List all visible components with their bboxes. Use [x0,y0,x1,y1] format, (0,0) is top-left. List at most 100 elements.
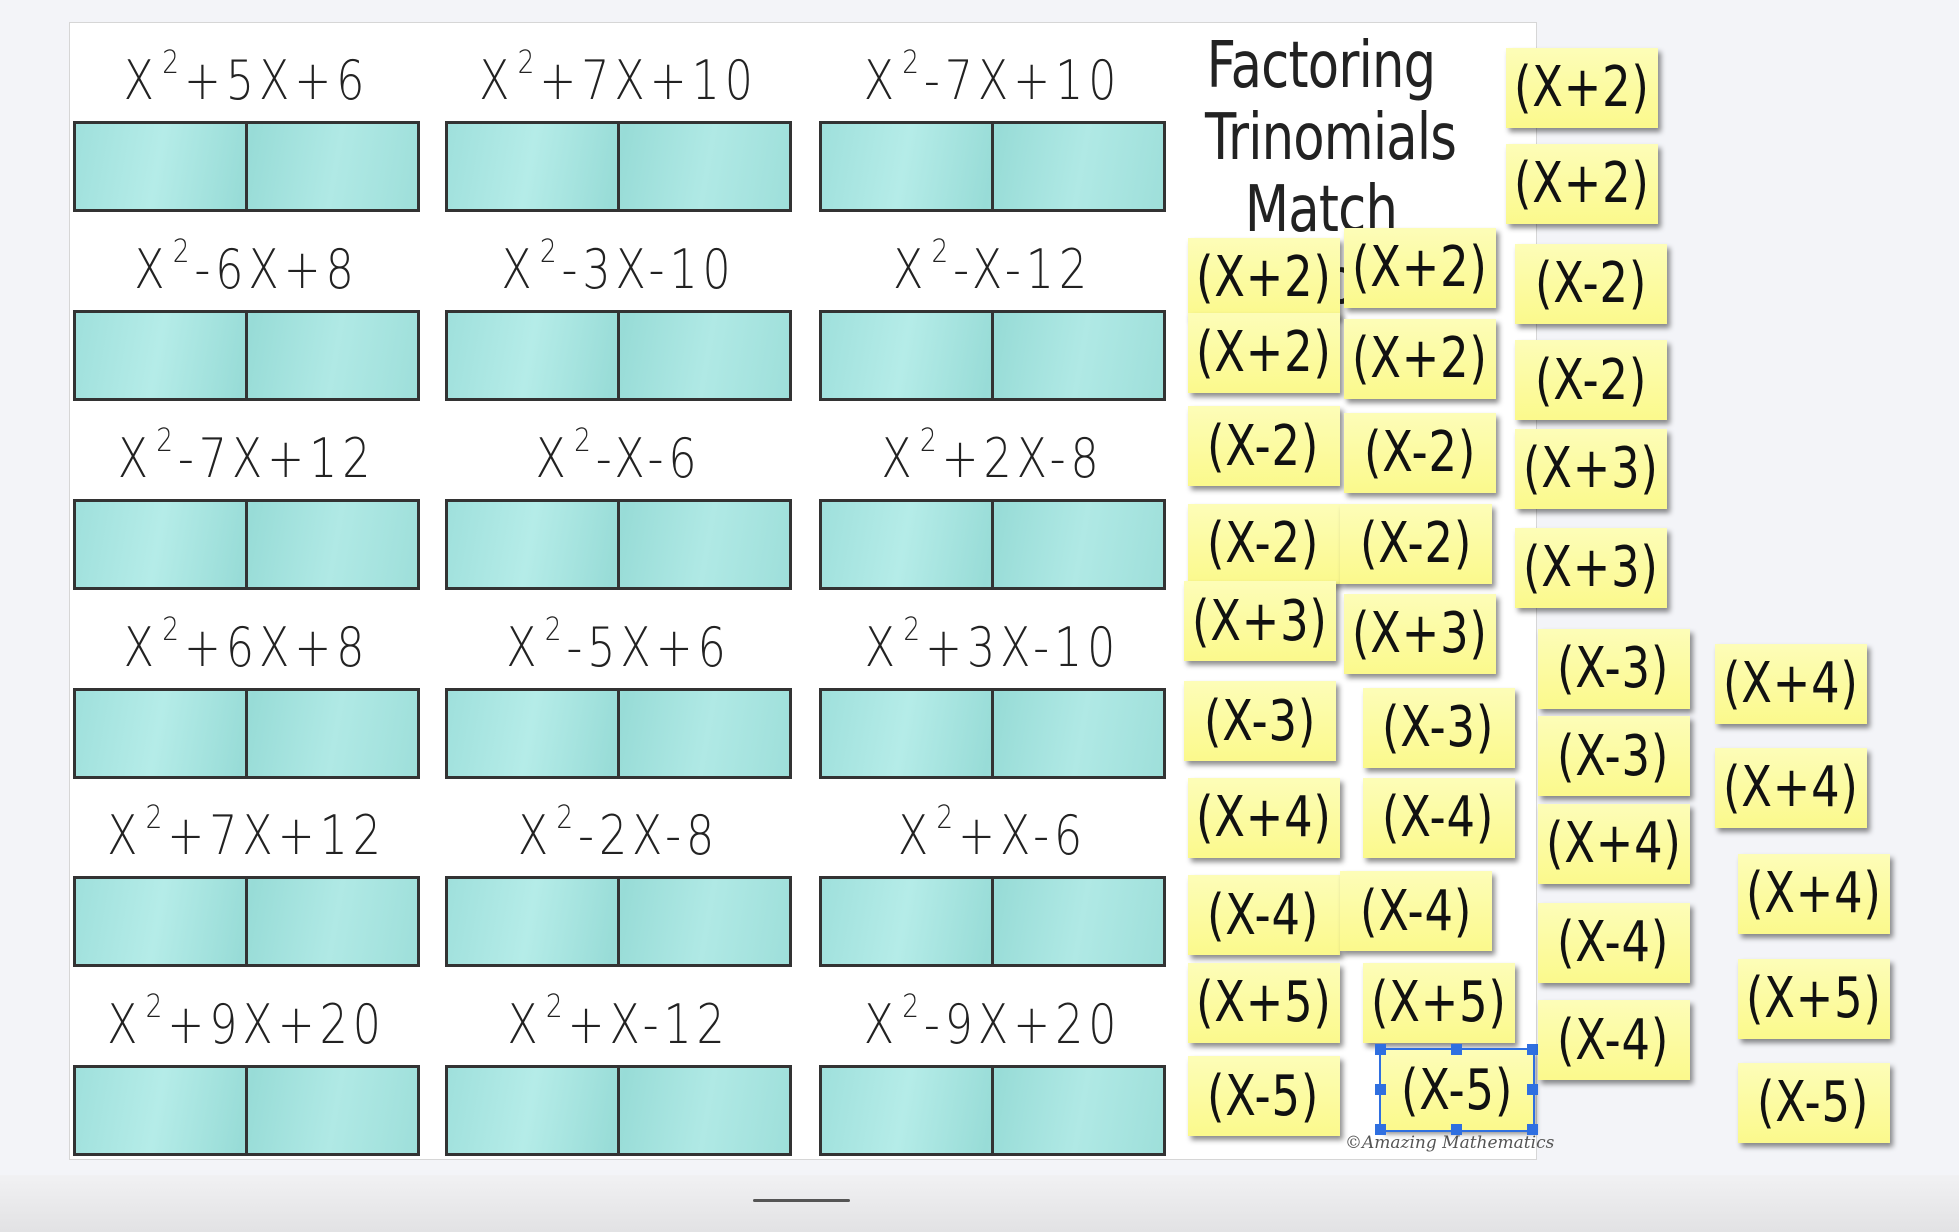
answer-box[interactable] [72,121,420,213]
sticky-note[interactable]: (X-3) [1362,687,1515,768]
answer-box[interactable] [445,121,792,213]
sticky-note[interactable]: (X+4) [1715,643,1867,724]
sticky-note[interactable]: (X+3) [1515,428,1667,509]
drop-cell[interactable] [244,124,417,210]
sticky-note[interactable]: (X+2) [1343,318,1496,399]
sticky-note[interactable]: (X+2) [1506,143,1659,224]
sticky-note[interactable]: (X+3) [1343,593,1496,674]
drop-cell[interactable] [990,124,1163,210]
sticky-note[interactable]: (X-4) [1537,902,1690,983]
resize-handle[interactable] [1527,1124,1539,1135]
sticky-note[interactable]: (X-4) [1340,871,1492,952]
sticky-note[interactable]: (X-2) [1340,503,1492,584]
sticky-note[interactable]: (X+3) [1183,581,1336,662]
drop-cell[interactable] [617,879,789,965]
drop-cell[interactable] [448,124,617,209]
sticky-note[interactable]: (X+2) [1343,227,1496,308]
resize-handle[interactable] [1451,1124,1463,1135]
drop-cell[interactable] [617,501,789,587]
sticky-note[interactable]: (X-2) [1515,340,1667,420]
sticky-note[interactable]: (X+2) [1187,237,1340,318]
drop-cell[interactable] [76,313,245,398]
drop-cell[interactable] [244,501,417,587]
sticky-note[interactable]: (X-4) [1362,777,1515,858]
resize-handle[interactable] [1375,1044,1387,1055]
sticky-note[interactable]: (X+4) [1737,853,1890,934]
drop-cell[interactable] [822,879,991,964]
sticky-note[interactable]: (X-3) [1537,716,1690,797]
answer-box[interactable] [818,121,1166,213]
answer-box[interactable] [72,687,420,779]
drop-cell[interactable] [448,502,617,587]
drop-cell[interactable] [244,879,417,965]
drop-cell[interactable] [990,690,1163,776]
drop-cell[interactable] [990,1068,1163,1153]
trinomial: X 2+X-12 [476,987,761,1056]
sticky-note[interactable]: (X+4) [1187,777,1340,858]
drop-cell[interactable] [617,690,789,776]
drop-cell[interactable] [244,1068,417,1153]
drop-cell[interactable] [617,124,789,210]
answer-box[interactable] [72,498,420,590]
sticky-note[interactable]: (X-2) [1187,503,1340,584]
answer-box[interactable] [445,1065,792,1156]
sticky-note[interactable]: (X+5) [1187,962,1340,1043]
sticky-note[interactable]: (X+3) [1515,527,1667,608]
resize-handle[interactable] [1527,1044,1539,1055]
drop-cell[interactable] [76,124,245,209]
answer-box[interactable] [72,1065,420,1156]
drop-cell[interactable] [244,313,417,398]
drop-cell[interactable] [448,1068,617,1153]
sticky-note[interactable]: (X+4) [1537,803,1690,884]
resize-handle[interactable] [1375,1084,1387,1095]
drop-cell[interactable] [244,690,417,776]
drop-cell[interactable] [990,879,1163,965]
answer-box[interactable] [445,876,792,968]
sticky-note[interactable]: (X-4) [1187,875,1340,955]
drop-cell[interactable] [76,691,245,776]
answer-box[interactable] [445,310,792,401]
sticky-note[interactable]: (X-2) [1515,243,1667,324]
drop-cell[interactable] [990,313,1163,398]
sticky-note[interactable]: (X+4) [1715,747,1867,828]
drop-cell[interactable] [448,313,617,398]
answer-box[interactable] [445,498,792,590]
resize-handle[interactable] [1375,1124,1387,1135]
sticky-note[interactable]: (X-2) [1187,406,1340,487]
sticky-note[interactable]: (X+2) [1506,47,1659,128]
drop-cell[interactable] [617,1068,789,1153]
answer-box[interactable] [818,1065,1166,1156]
sticky-note[interactable]: (X-5) [1379,1048,1536,1132]
drop-cell[interactable] [76,879,245,964]
note-label: (X-4) [1557,910,1670,975]
sticky-note[interactable]: (X-5) [1187,1056,1340,1137]
drop-cell[interactable] [822,313,991,398]
drop-cell[interactable] [822,502,991,587]
sticky-note[interactable]: (X+5) [1362,962,1515,1043]
drop-cell[interactable] [990,501,1163,587]
drop-cell[interactable] [822,124,991,209]
answer-box[interactable] [72,876,420,968]
drop-cell[interactable] [822,691,991,776]
sticky-note[interactable]: (X-3) [1183,681,1336,762]
drop-cell[interactable] [822,1068,991,1153]
drop-cell[interactable] [448,691,617,776]
sticky-note[interactable]: (X-2) [1343,412,1496,493]
resize-handle[interactable] [1451,1044,1463,1055]
answer-box[interactable] [818,310,1166,401]
sticky-note[interactable]: (X-4) [1537,1000,1690,1080]
drop-cell[interactable] [448,879,617,964]
sticky-note[interactable]: (X-3) [1537,628,1690,709]
resize-handle[interactable] [1527,1084,1539,1095]
answer-box[interactable] [72,310,420,401]
answer-box[interactable] [818,498,1166,590]
drop-cell[interactable] [76,1068,245,1153]
drop-cell[interactable] [76,502,245,587]
sticky-note[interactable]: (X+2) [1187,312,1340,393]
answer-box[interactable] [818,876,1166,968]
drop-cell[interactable] [617,313,789,398]
answer-box[interactable] [818,687,1166,779]
sticky-note[interactable]: (X-5) [1737,1062,1890,1143]
sticky-note[interactable]: (X+5) [1737,958,1890,1039]
answer-box[interactable] [445,687,792,779]
